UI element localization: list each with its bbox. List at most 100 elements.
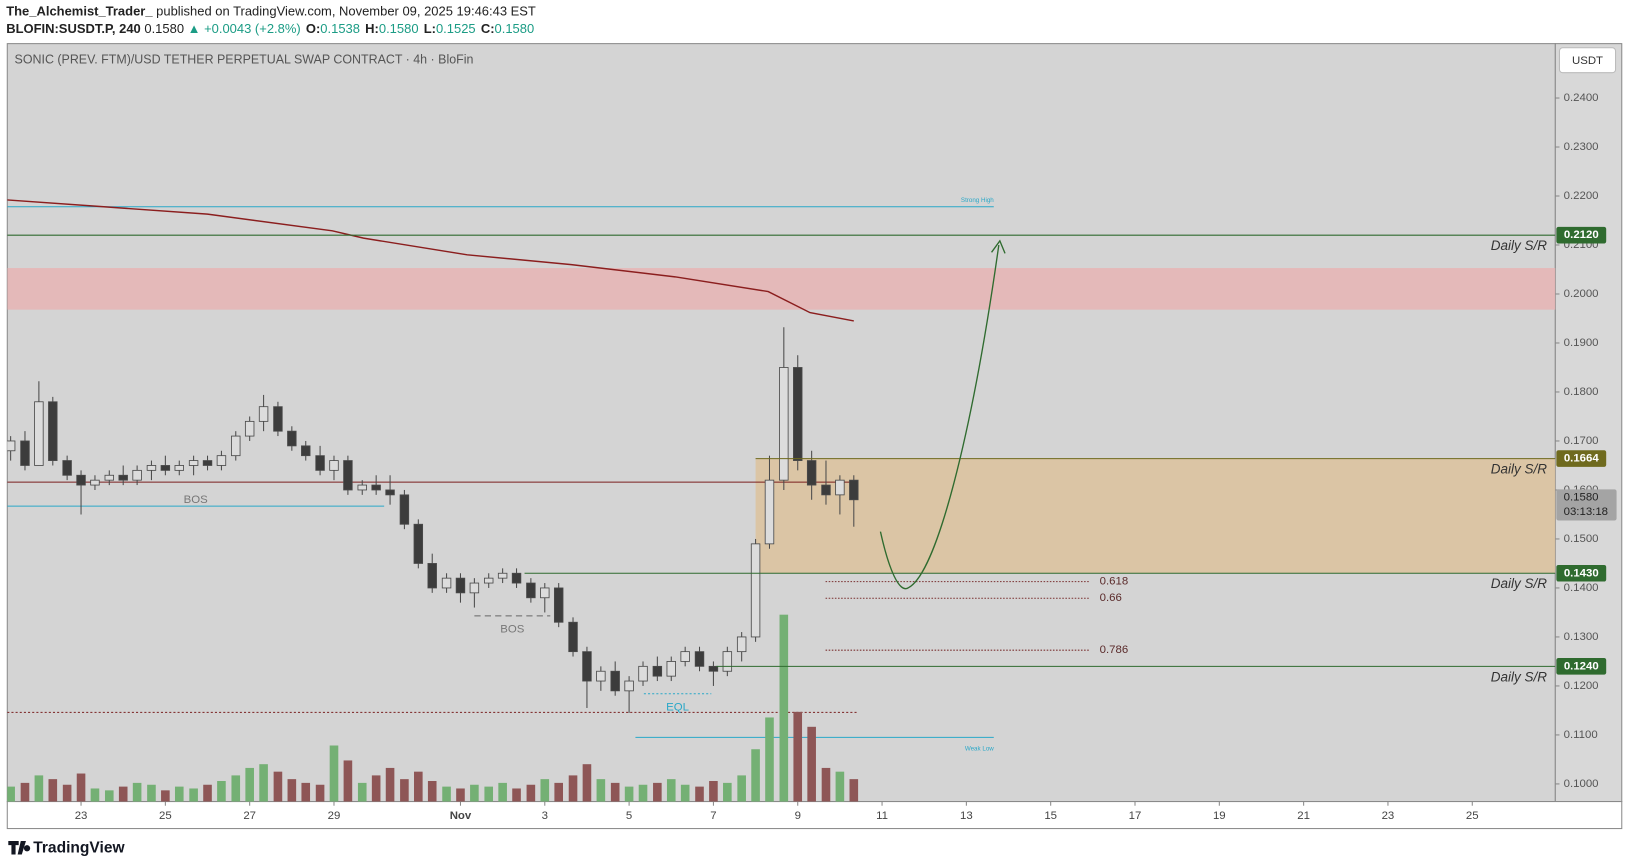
volume-bar — [709, 781, 718, 802]
price-badge-label: 0.1580 — [1564, 492, 1599, 504]
volume-bar — [48, 779, 58, 802]
candle-body — [568, 621, 578, 653]
candle-body — [371, 484, 381, 491]
volume-bar — [807, 726, 816, 802]
candle-body — [497, 572, 508, 579]
ohlc-label: C: — [481, 22, 495, 37]
x-tick-label: 15 — [1044, 810, 1057, 822]
volume-bar — [779, 614, 789, 802]
candle-body — [849, 479, 859, 501]
sr-badge-label: 0.1664 — [1564, 453, 1600, 465]
x-tick-label: 17 — [1129, 810, 1142, 822]
candle-body — [540, 587, 550, 599]
volume-bar — [287, 779, 297, 802]
candle-body — [624, 680, 634, 692]
volume-bar — [653, 782, 662, 802]
volume-bar — [273, 771, 283, 802]
published: published on TradingView.com, November 0… — [156, 4, 536, 19]
candle-body — [343, 460, 353, 491]
y-tick-label: 0.1800 — [1564, 386, 1599, 398]
fib-label: 0.618 — [1100, 576, 1129, 588]
price-axis — [1554, 43, 1623, 803]
candle-body — [301, 445, 311, 457]
candle-body — [90, 479, 100, 486]
volume-bar — [723, 782, 732, 802]
volume-bar — [203, 784, 212, 802]
change: ▲ +0.0043 (+2.8%) — [188, 22, 301, 37]
volume-bar — [526, 784, 536, 802]
x-tick-label: 25 — [1466, 810, 1479, 822]
ema-line — [7, 199, 854, 322]
y-tick-label: 0.1300 — [1564, 631, 1599, 643]
volume-bar — [20, 782, 30, 802]
candle-body — [793, 367, 803, 461]
ohlc-value: 0.1538 — [320, 22, 360, 37]
logo-icon — [8, 841, 31, 855]
candle-body — [146, 465, 157, 471]
candle-body — [441, 577, 452, 589]
candle-body — [694, 651, 705, 667]
candle-body — [708, 665, 719, 672]
candle-body — [174, 465, 184, 471]
y-tick-label: 0.2400 — [1564, 92, 1599, 104]
volume-bar — [456, 788, 465, 802]
sr-label: Daily S/R — [1491, 462, 1547, 477]
plot-layer: Strong High BOS BOS EQL Weak Low — [7, 197, 1556, 802]
y-tick-label: 0.1100 — [1564, 729, 1598, 741]
volume-bar — [582, 764, 592, 802]
candle-body — [34, 401, 44, 466]
volume-bar — [835, 771, 845, 802]
candle-body — [287, 430, 297, 447]
candle-body — [7, 440, 16, 452]
volume-bar — [695, 786, 704, 802]
volume-bar — [414, 771, 423, 802]
candle-body — [736, 636, 747, 653]
sr-badge — [1556, 564, 1607, 582]
candle-body — [821, 484, 831, 496]
volume-bar — [259, 764, 268, 802]
volume-bar — [751, 749, 760, 802]
sr-badge — [1556, 450, 1607, 467]
candle-body — [357, 484, 367, 491]
currency-button[interactable] — [1558, 47, 1617, 74]
volume-bar — [34, 775, 44, 802]
volume-bar — [596, 779, 606, 802]
volume-bar — [315, 784, 325, 802]
logo-text[interactable]: TradingView — [33, 839, 125, 856]
candle-body — [104, 474, 115, 481]
volume-bar — [793, 711, 803, 802]
candle-body — [329, 460, 339, 471]
candle-body — [652, 665, 663, 677]
volume-bar — [400, 779, 409, 802]
volume-bar — [90, 788, 100, 802]
level-label: EQL — [666, 701, 689, 713]
sr-badge — [1556, 226, 1607, 244]
y-tick-label: 0.1400 — [1564, 582, 1599, 594]
volume-bar — [245, 767, 254, 802]
level-label: Strong High — [961, 197, 994, 204]
volume-bar — [610, 782, 620, 802]
y-tick-label: 0.2200 — [1564, 190, 1599, 202]
x-tick-label: 27 — [243, 810, 256, 822]
level-label: BOS — [184, 494, 208, 506]
y-tick-label: 0.1000 — [1564, 778, 1599, 790]
x-tick-label: 29 — [328, 810, 341, 822]
author[interactable]: The_Alchemist_Trader_ — [6, 4, 153, 19]
sr-badge-label: 0.1430 — [1564, 567, 1599, 579]
volume-bar — [7, 786, 15, 802]
volume-bar — [540, 779, 550, 802]
volume-bar — [470, 784, 479, 802]
volume-bar — [76, 773, 86, 802]
volume-bar — [329, 745, 339, 802]
volume-bar — [638, 784, 648, 802]
volume-bar — [442, 786, 451, 802]
header-line-1: The_Alchemist_Trader_ published on Tradi… — [6, 4, 536, 19]
volume-bar — [821, 767, 831, 802]
volume-bar — [104, 790, 114, 802]
ohlc-value: 0.1525 — [436, 22, 476, 37]
last-price: 0.1580 — [144, 22, 184, 37]
candle-body — [526, 582, 536, 599]
candle-body — [202, 460, 213, 466]
x-tick-label: 25 — [159, 810, 172, 822]
